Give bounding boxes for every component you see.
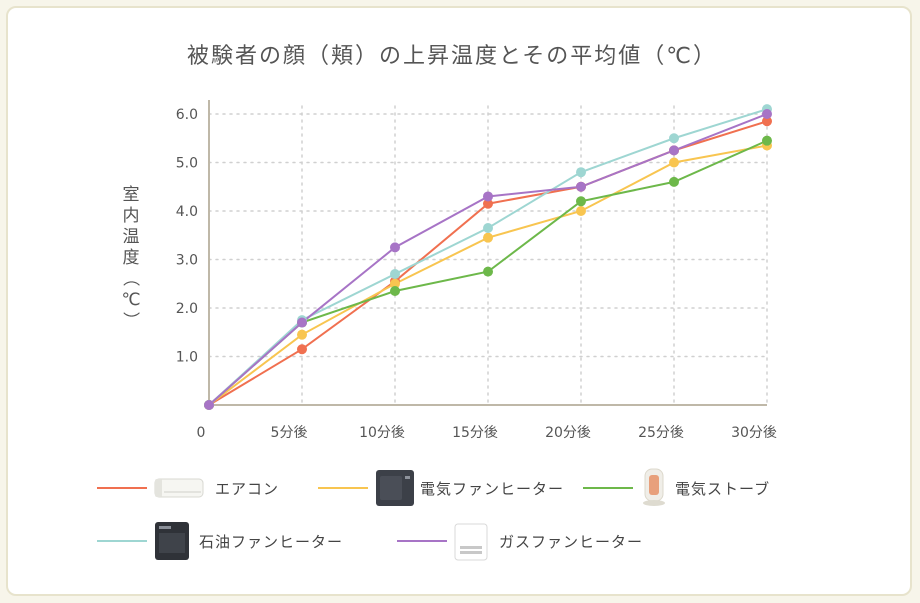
data-point <box>483 266 493 277</box>
y-axis-label-char: ℃ <box>121 290 140 310</box>
x-tick-label: 10分後 <box>359 425 405 441</box>
data-point <box>390 278 400 289</box>
data-point <box>576 196 586 207</box>
data-point <box>483 191 493 202</box>
x-tick-label: 25分後 <box>638 425 684 441</box>
legend-item: ガスファンヒーター <box>397 523 643 561</box>
data-point <box>576 181 586 192</box>
y-axis-label-char: 温 <box>123 227 140 247</box>
oil-fan-heater-icon <box>155 522 189 560</box>
y-tick-label: 6.0 <box>176 107 198 123</box>
legend-label: エアコン <box>215 480 279 498</box>
electric-stove-icon <box>643 468 665 506</box>
data-point <box>762 135 772 146</box>
data-point <box>669 145 679 156</box>
legend-label: 電気ストーブ <box>675 480 770 498</box>
y-axis-label-char: （ <box>120 270 140 287</box>
data-point <box>762 116 772 127</box>
y-tick-label: 2.0 <box>176 301 198 317</box>
x-tick-label: 0 <box>197 425 206 441</box>
data-point <box>297 317 307 328</box>
y-tick-label: 1.0 <box>176 350 198 366</box>
data-point <box>762 109 772 119</box>
y-axis-label-char: ） <box>120 312 140 329</box>
air-conditioner-icon <box>154 478 204 498</box>
legend-item: 電気ファンヒーター <box>318 470 564 506</box>
legend-item: エアコン <box>97 478 279 498</box>
y-tick-label: 5.0 <box>176 156 198 172</box>
x-tick-label: 30分後 <box>731 425 777 441</box>
legend-item: 石油ファンヒーター <box>97 522 343 560</box>
chart-title: 被験者の顔（頬）の上昇温度とその平均値（℃） <box>187 44 717 69</box>
data-point <box>297 344 307 355</box>
x-tick-label: 5分後 <box>271 425 308 441</box>
data-point <box>390 286 400 297</box>
data-point <box>204 400 214 410</box>
grid <box>208 105 768 406</box>
legend-item: 電気ストーブ <box>583 468 770 506</box>
data-point <box>576 206 586 216</box>
axes <box>208 100 767 406</box>
y-tick-label: 4.0 <box>176 204 198 220</box>
data-point <box>669 133 679 144</box>
x-tick-label: 15分後 <box>452 425 498 441</box>
chart-frame <box>6 6 912 596</box>
y-tick-label: 3.0 <box>176 253 198 269</box>
data-point <box>483 198 493 209</box>
electric-fan-heater-icon <box>376 470 414 506</box>
legend-label: ガスファンヒーター <box>499 533 643 551</box>
tick-labels: 1.0 2.0 3.0 4.0 5.0 6.0 0 5分後 10分後 15分後 20分後 25分後 30… <box>176 107 777 441</box>
data-point <box>483 232 493 243</box>
data-point <box>390 269 400 280</box>
y-axis-label-char: 内 <box>123 206 140 226</box>
data-point <box>483 222 493 233</box>
data-point <box>297 329 307 340</box>
legend-label: 石油ファンヒーター <box>199 533 343 551</box>
data-point <box>669 176 679 187</box>
series <box>204 104 772 410</box>
gas-fan-heater-icon <box>454 523 488 561</box>
x-tick-label: 20分後 <box>545 425 591 441</box>
data-point <box>390 242 400 253</box>
y-axis-label-char: 室 <box>123 185 140 205</box>
legend-label: 電気ファンヒーター <box>420 480 564 498</box>
data-point <box>669 157 679 168</box>
data-point <box>576 167 586 178</box>
y-axis-label-char: 度 <box>123 248 140 268</box>
